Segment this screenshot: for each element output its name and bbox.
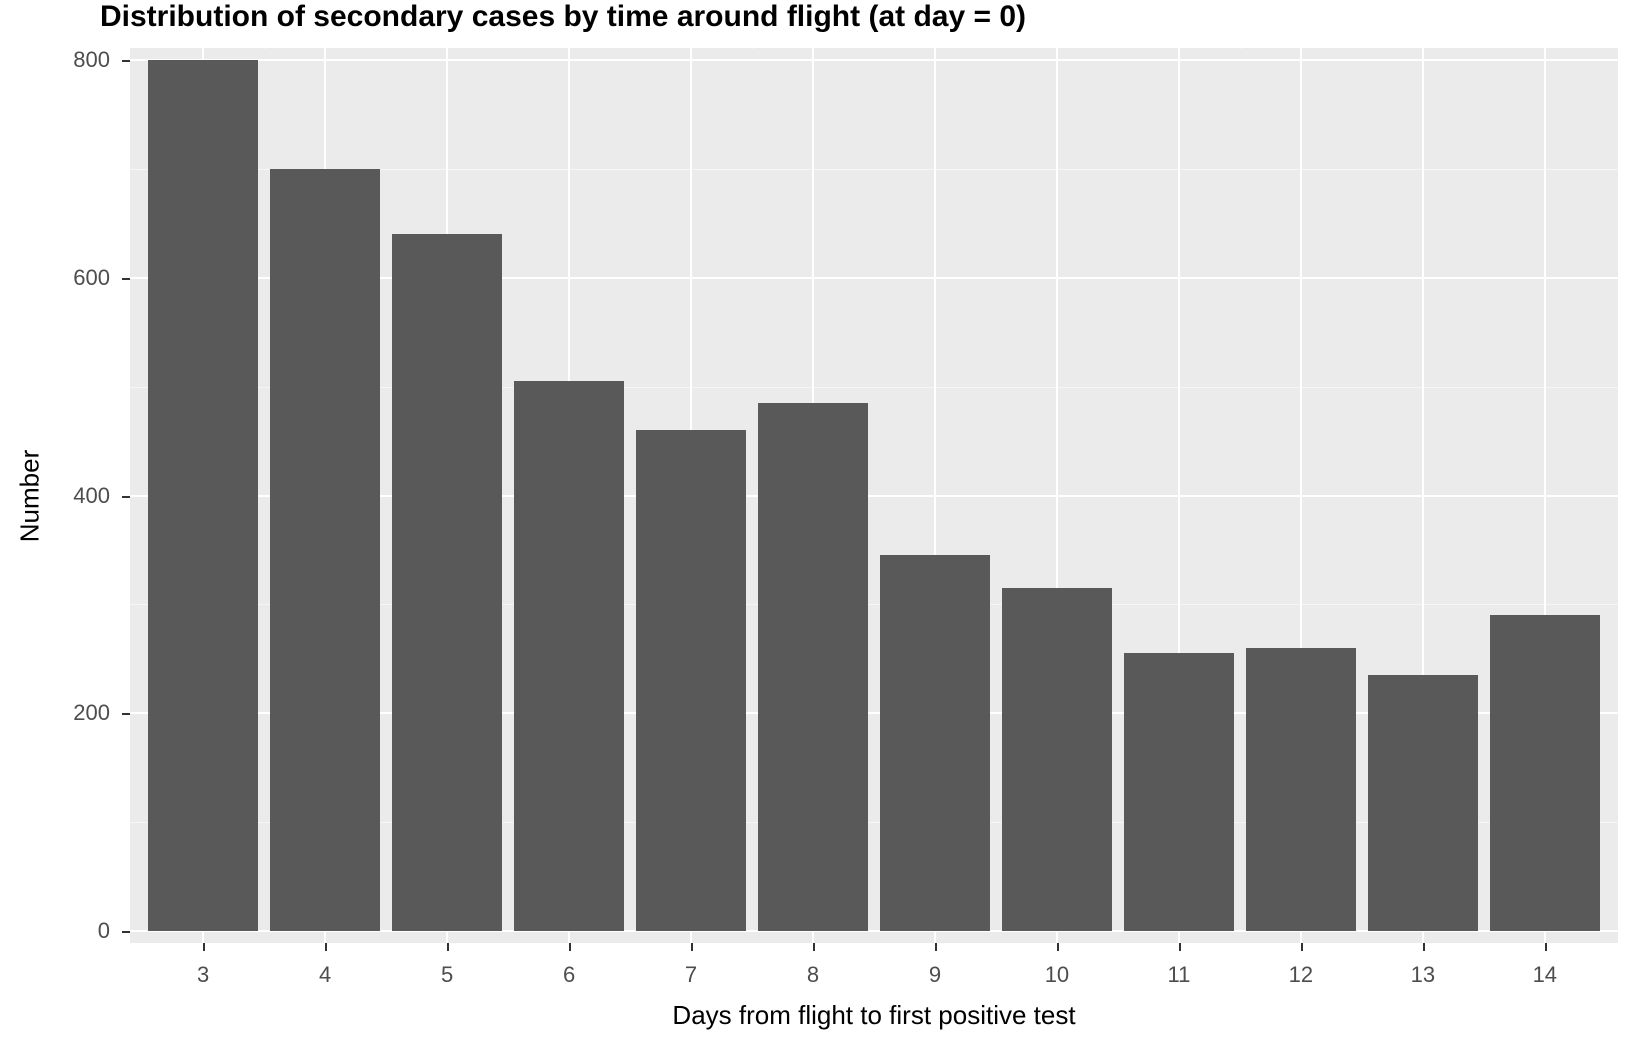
x-tick-label: 9 — [929, 962, 941, 988]
grid-line-vertical-minor — [386, 48, 387, 49]
grid-line-vertical-minor — [752, 48, 753, 49]
grid-line-vertical-minor — [1484, 48, 1485, 49]
x-tick-mark — [1545, 943, 1547, 951]
grid-line-vertical-minor — [1118, 48, 1119, 49]
x-axis-label: Days from flight to first positive test — [672, 1000, 1075, 1031]
bar — [758, 403, 868, 931]
y-tick-label: 0 — [98, 918, 110, 944]
y-tick-mark — [122, 496, 130, 498]
bar — [1002, 588, 1112, 931]
y-tick-label: 200 — [73, 700, 110, 726]
grid-line-vertical-minor — [1362, 48, 1363, 49]
bar — [270, 169, 380, 931]
x-tick-label: 4 — [319, 962, 331, 988]
grid-line-vertical-minor — [996, 48, 997, 49]
y-tick-mark — [122, 931, 130, 933]
bar — [1490, 615, 1600, 931]
y-tick-mark — [122, 60, 130, 62]
x-tick-label: 8 — [807, 962, 819, 988]
y-tick-mark — [122, 278, 130, 280]
grid-line-vertical-minor — [874, 48, 875, 49]
x-tick-mark — [1301, 943, 1303, 951]
x-tick-label: 5 — [441, 962, 453, 988]
chart-title: Distribution of secondary cases by time … — [100, 0, 1026, 34]
bar — [636, 430, 746, 931]
bar — [1246, 648, 1356, 931]
plot-panel — [130, 48, 1618, 943]
grid-line-vertical-minor — [630, 48, 631, 49]
x-tick-label: 14 — [1533, 962, 1557, 988]
x-tick-label: 11 — [1167, 962, 1190, 988]
bar-chart: Distribution of secondary cases by time … — [0, 0, 1630, 1042]
x-tick-label: 7 — [685, 962, 697, 988]
y-axis-label: Number — [15, 449, 46, 541]
bar — [514, 381, 624, 931]
grid-line-horizontal — [130, 59, 1618, 61]
y-tick-label: 600 — [73, 265, 110, 291]
grid-line-vertical-minor — [1240, 48, 1241, 49]
grid-line-vertical-minor — [264, 48, 265, 49]
y-tick-label: 400 — [73, 483, 110, 509]
x-tick-mark — [325, 943, 327, 951]
grid-line-vertical-minor — [508, 48, 509, 49]
x-tick-mark — [203, 943, 205, 951]
x-tick-mark — [935, 943, 937, 951]
bar — [148, 60, 258, 931]
x-tick-label: 12 — [1289, 962, 1313, 988]
x-tick-mark — [813, 943, 815, 951]
x-tick-label: 6 — [563, 962, 575, 988]
x-tick-mark — [569, 943, 571, 951]
bar — [392, 234, 502, 931]
bar — [880, 555, 990, 931]
x-tick-label: 10 — [1045, 962, 1069, 988]
bar — [1124, 653, 1234, 931]
y-tick-mark — [122, 713, 130, 715]
bar — [1368, 675, 1478, 931]
x-tick-mark — [447, 943, 449, 951]
x-tick-label: 13 — [1411, 962, 1435, 988]
x-tick-mark — [1179, 943, 1181, 951]
y-tick-label: 800 — [73, 47, 110, 73]
x-tick-mark — [691, 943, 693, 951]
x-tick-mark — [1423, 943, 1425, 951]
x-tick-mark — [1057, 943, 1059, 951]
x-tick-label: 3 — [197, 962, 209, 988]
